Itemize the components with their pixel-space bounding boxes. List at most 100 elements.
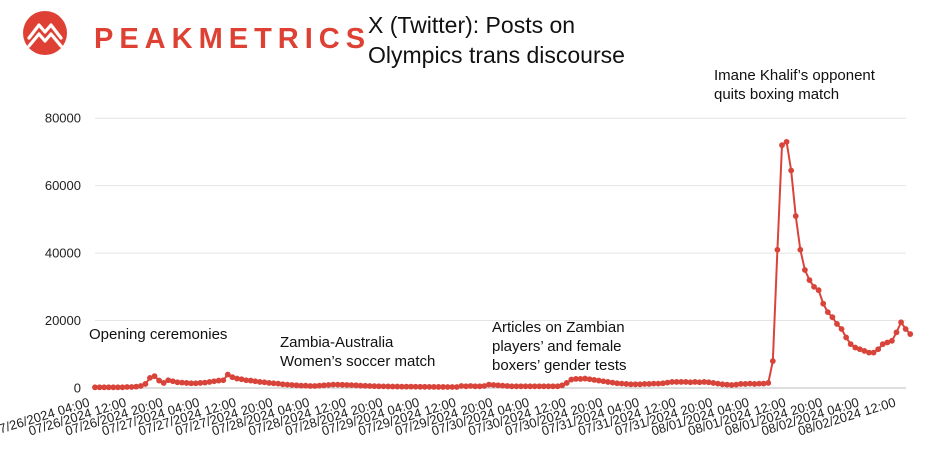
- data-point-93: [518, 383, 524, 390]
- data-point-10: [137, 383, 144, 389]
- data-point-128: [678, 379, 685, 385]
- data-point-144: [751, 381, 758, 387]
- data-point-113: [609, 379, 616, 386]
- data-point-22: [192, 380, 199, 387]
- data-point-147: [765, 380, 772, 386]
- annotation-0-line-0: Opening ceremonies: [89, 326, 227, 343]
- data-point-154: [797, 246, 804, 253]
- data-point-13: [151, 373, 158, 380]
- data-point-27: [215, 377, 222, 384]
- annotation-3-line-0: Imane Khalif’s opponent: [714, 67, 876, 84]
- data-point-28: [220, 377, 227, 384]
- data-point-98: [540, 383, 547, 390]
- data-point-3: [105, 384, 112, 391]
- data-point-75: [435, 384, 442, 390]
- data-point-104: [568, 376, 575, 383]
- y-tick-label-20000: 20000: [45, 313, 81, 328]
- data-point-71: [417, 383, 424, 390]
- series-posts: [92, 138, 914, 391]
- data-point-87: [490, 382, 497, 388]
- data-point-139: [728, 382, 735, 388]
- data-point-155: [802, 267, 808, 273]
- data-point-47: [307, 383, 314, 389]
- data-point-79: [453, 384, 460, 390]
- data-point-84: [476, 383, 483, 390]
- data-point-45: [298, 382, 304, 389]
- data-point-88: [495, 382, 501, 389]
- data-point-159: [820, 300, 827, 307]
- data-point-96: [531, 383, 538, 390]
- data-point-85: [481, 383, 488, 389]
- data-point-135: [710, 380, 717, 386]
- data-point-30: [229, 374, 236, 381]
- data-point-70: [412, 383, 419, 390]
- data-point-56: [348, 382, 355, 389]
- data-point-11: [142, 381, 149, 387]
- data-point-138: [724, 381, 730, 388]
- data-point-130: [687, 379, 694, 386]
- data-point-1: [96, 384, 103, 391]
- y-tick-label-80000: 80000: [45, 111, 81, 126]
- data-point-141: [737, 381, 744, 387]
- grid-lines: [95, 117, 906, 389]
- data-point-145: [756, 380, 762, 387]
- data-point-176: [898, 319, 904, 326]
- data-point-0: [92, 384, 98, 391]
- data-point-49: [316, 382, 323, 389]
- data-point-171: [875, 346, 882, 353]
- annotation-1-line-0: Zambia-Australia: [280, 334, 394, 351]
- annotations: Opening ceremonies Zambia-Australia Women’…: [89, 67, 876, 374]
- data-point-80: [458, 383, 465, 389]
- chart-title-line-2: Olympics trans discourse: [368, 42, 625, 68]
- data-point-150: [779, 142, 785, 149]
- data-point-115: [618, 380, 625, 387]
- data-point-133: [701, 379, 708, 385]
- data-point-9: [133, 383, 140, 390]
- data-point-64: [385, 383, 392, 390]
- data-point-151: [783, 138, 790, 145]
- data-point-35: [252, 378, 259, 385]
- data-point-44: [293, 382, 300, 389]
- data-point-43: [289, 382, 295, 388]
- data-point-32: [238, 376, 245, 383]
- data-point-102: [559, 382, 566, 389]
- data-point-74: [431, 383, 437, 390]
- data-point-167: [856, 346, 863, 353]
- annotation-2-line-1: players’ and female: [492, 338, 622, 355]
- data-point-86: [485, 381, 492, 388]
- data-point-124: [660, 380, 666, 387]
- data-point-100: [550, 383, 556, 390]
- data-point-90: [504, 383, 511, 389]
- brand-name: PEAKMETRICS: [94, 23, 372, 55]
- data-point-23: [197, 380, 204, 386]
- data-point-37: [261, 379, 268, 386]
- data-point-160: [824, 309, 831, 316]
- data-point-39: [270, 380, 277, 387]
- data-point-101: [554, 383, 561, 390]
- data-point-59: [362, 382, 369, 389]
- data-point-94: [522, 383, 529, 390]
- data-point-142: [742, 381, 749, 387]
- data-point-33: [243, 377, 250, 384]
- data-point-38: [266, 380, 272, 386]
- data-point-116: [623, 381, 630, 387]
- annotation-2-line-0: Articles on Zambian: [492, 319, 625, 336]
- data-point-122: [650, 380, 657, 387]
- y-tick-label-40000: 40000: [45, 246, 81, 261]
- data-point-95: [527, 383, 533, 390]
- data-point-61: [371, 383, 378, 390]
- mountain-peak-icon: [23, 11, 67, 55]
- data-point-137: [719, 381, 726, 388]
- peakmetrics-logo: PEAKMETRICS: [22, 10, 365, 56]
- data-point-24: [202, 379, 208, 386]
- data-point-52: [330, 381, 337, 388]
- data-point-107: [582, 375, 588, 382]
- data-point-5: [115, 384, 121, 391]
- data-point-19: [179, 379, 185, 386]
- data-point-174: [889, 337, 895, 344]
- data-point-140: [733, 381, 740, 388]
- data-point-77: [444, 384, 451, 390]
- data-point-121: [646, 381, 653, 387]
- data-point-40: [275, 380, 282, 387]
- data-point-168: [861, 348, 868, 354]
